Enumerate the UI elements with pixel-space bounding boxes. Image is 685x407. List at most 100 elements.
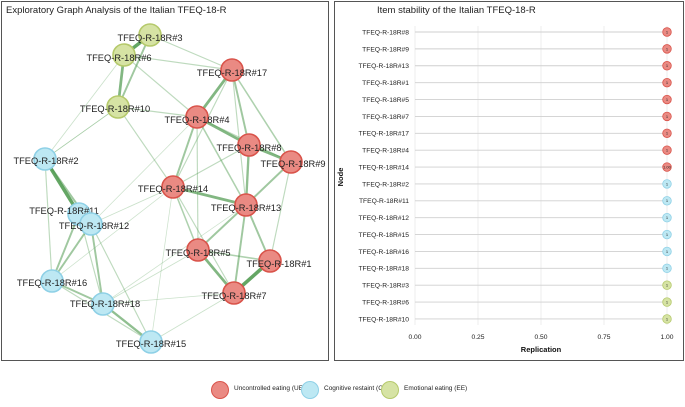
y-tick-label: TFEQ-R-18R#10 xyxy=(358,316,409,323)
stability-point-label: 1 xyxy=(666,198,669,203)
network-panel: Exploratory Graph Analysis of the Italia… xyxy=(1,1,329,361)
stability-point xyxy=(662,162,672,172)
node-label-13: TFEQ-R-18R#13 xyxy=(211,203,281,213)
y-tick-label: TFEQ-R-18R#2 xyxy=(362,181,409,188)
stability-point xyxy=(662,297,672,307)
edge-17-9 xyxy=(231,69,292,163)
edge-17-13 xyxy=(231,69,247,206)
legend-label-ue: Uncontrolled eating (UE) xyxy=(234,385,306,392)
x-tick-label: 0.50 xyxy=(534,334,547,341)
stability-point-label: 1 xyxy=(666,232,669,237)
edge-15-7 xyxy=(150,292,235,343)
edge-17-8 xyxy=(231,69,250,146)
edge-14-13 xyxy=(172,185,247,207)
stability-point xyxy=(662,246,672,257)
edge-6-17 xyxy=(123,54,233,71)
edge-4-14 xyxy=(172,116,198,188)
stability-point xyxy=(662,196,672,206)
edge-9-1 xyxy=(269,161,292,262)
node-16 xyxy=(40,269,64,293)
node-9 xyxy=(279,150,303,174)
y-tick-label: TFEQ-R-18R#15 xyxy=(358,232,409,239)
edge-3-10 xyxy=(117,34,151,108)
stability-point xyxy=(662,27,672,37)
legend-swatch-ue xyxy=(211,381,229,399)
stability-title: Item stability of the Italian TFEQ-18-R xyxy=(377,5,536,16)
node-label-12: TFEQ-R-18R#12 xyxy=(59,221,129,231)
legend-label-ee: Emotional eating (EE) xyxy=(404,385,468,392)
edge-15-14 xyxy=(150,186,174,343)
stability-point-label: 1.00 xyxy=(663,164,672,169)
stability-point-label: 1 xyxy=(666,215,669,220)
x-tick-label: 1.00 xyxy=(660,334,673,341)
legend-label-cr: Cognitive restaint (CR) xyxy=(324,385,390,392)
y-tick-label: TFEQ-R-18R#9 xyxy=(362,46,409,53)
network-title: Exploratory Graph Analysis of the Italia… xyxy=(6,5,227,16)
node-14 xyxy=(161,175,185,199)
y-tick-label: TFEQ-R-18R#16 xyxy=(358,249,409,256)
node-label-15: TFEQ-R-18R#15 xyxy=(116,339,186,349)
stability-point xyxy=(662,145,672,155)
y-tick-label: TFEQ-R-18R#17 xyxy=(358,131,409,138)
node-label-7: TFEQ-R-18R#7 xyxy=(201,291,266,301)
y-tick-label: TFEQ-R-18R#7 xyxy=(362,114,409,121)
edge-12-18 xyxy=(90,223,104,305)
y-tick-label: TFEQ-R-18R#8 xyxy=(362,29,409,36)
stability-chart: 0.00 0.25 0.50 0.75 1.00 TFEQ-R-18R#8 1 TFEQ-R-… xyxy=(336,26,674,354)
node-label-5: TFEQ-R-18R#5 xyxy=(165,248,230,258)
node-label-9: TFEQ-R-18R#9 xyxy=(260,159,325,169)
network-graph: TFEQ-R-18R#3 TFEQ-R-18R#6 TFEQ-R-18R#10 TFE… xyxy=(13,23,326,354)
y-tick-label: TFEQ-R-18R#11 xyxy=(359,198,409,205)
network-nodes: TFEQ-R-18R#3 TFEQ-R-18R#6 TFEQ-R-18R#10 TFE… xyxy=(13,23,326,354)
edge-12-14 xyxy=(90,186,174,225)
edge-6-4 xyxy=(123,54,198,118)
stability-point-label: 1 xyxy=(666,283,669,288)
legend: Uncontrolled eating (UE) Cognitive resta… xyxy=(0,380,685,402)
stability-point xyxy=(662,61,672,71)
edge-3-17 xyxy=(149,34,233,71)
edge-2-16 xyxy=(44,158,53,282)
stability-point-label: 1 xyxy=(666,249,669,254)
stability-point xyxy=(662,94,672,105)
stability-point-label: 1 xyxy=(666,299,669,304)
edge-18-7 xyxy=(102,292,235,305)
stability-point-label: 1 xyxy=(666,114,669,119)
node-1 xyxy=(258,249,282,273)
node-label-8: TFEQ-R-18R#8 xyxy=(216,143,281,153)
y-tick-label: TFEQ-R-18R#13 xyxy=(358,63,409,70)
node-label-4: TFEQ-R-18R#4 xyxy=(164,115,229,125)
stability-panel: Item stability of the Italian TFEQ-18-R … xyxy=(334,1,684,361)
node-label-16: TFEQ-R-18R#16 xyxy=(17,278,87,288)
node-12 xyxy=(79,212,103,236)
edge-11-16 xyxy=(51,213,80,282)
node-8 xyxy=(237,133,261,157)
y-tick-label: TFEQ-R-18R#14 xyxy=(358,164,409,171)
edge-16-14 xyxy=(51,186,174,282)
stability-point xyxy=(662,44,672,54)
y-tick-label: TFEQ-R-18R#4 xyxy=(362,148,409,155)
edge-17-14 xyxy=(172,69,233,188)
stability-point xyxy=(662,77,672,88)
edge-12-15 xyxy=(90,223,152,343)
node-label-2: TFEQ-R-18R#2 xyxy=(13,156,78,166)
node-17 xyxy=(220,58,244,82)
stability-point-label: 1 xyxy=(666,63,669,68)
node-label-14: TFEQ-R-18R#14 xyxy=(138,184,208,194)
stability-point-label: 1 xyxy=(666,97,669,102)
node-label-18: TFEQ-R-18R#18 xyxy=(70,299,140,309)
edge-5-1 xyxy=(197,249,271,262)
y-tick-label: TFEQ-R-18R#3 xyxy=(362,283,409,290)
node-label-10: TFEQ-R-18R#10 xyxy=(80,104,150,114)
y-tick-label: TFEQ-R-18R#5 xyxy=(362,97,409,104)
node-7 xyxy=(222,281,246,305)
node-10 xyxy=(106,95,130,119)
edge-18-13 xyxy=(102,204,247,305)
x-tick-label: 0.00 xyxy=(408,334,421,341)
stability-point-label: 1 xyxy=(666,148,669,153)
stability-point xyxy=(662,314,672,324)
node-5 xyxy=(186,238,210,262)
edge-18-5 xyxy=(102,249,199,305)
edge-10-4 xyxy=(117,106,198,118)
stability-point-label: 1 xyxy=(666,181,669,186)
x-axis-title: Replication xyxy=(521,345,562,354)
